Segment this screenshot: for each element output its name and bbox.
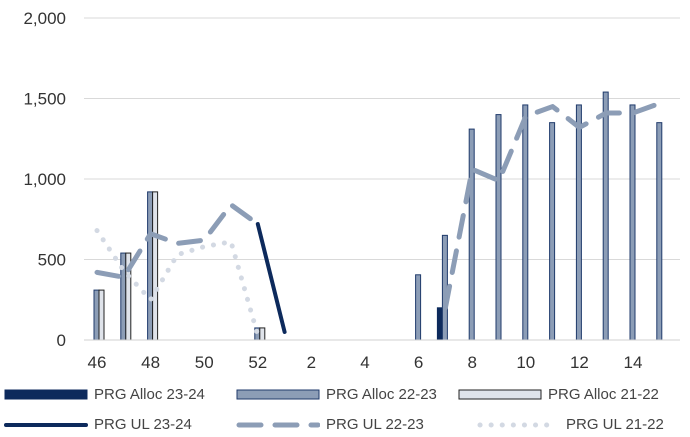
bar-alloc-22-23	[656, 122, 663, 341]
legend-item-alloc-21-22: PRG Alloc 21-22	[458, 386, 659, 403]
bar-alloc-23-24	[436, 307, 443, 341]
legend-swatch-line-dotted	[477, 422, 559, 427]
x-tick-label: 2	[307, 353, 316, 372]
bar-alloc-21-22	[259, 327, 266, 341]
legend-label-alloc-22-23: PRG Alloc 22-23	[326, 386, 437, 403]
bar-alloc-22-23	[522, 104, 529, 341]
x-tick-label: 46	[88, 353, 107, 372]
y-tick-label: 1,000	[23, 170, 66, 189]
legend-swatch-bar-dark	[4, 389, 88, 399]
x-tick-label: 52	[248, 353, 267, 372]
bar-alloc-21-22	[98, 289, 105, 341]
x-tick-label: 4	[360, 353, 369, 372]
line-ul-23-24	[255, 222, 287, 334]
legend-label-ul-23-24: PRG UL 23-24	[94, 416, 192, 433]
x-tick-label: 14	[624, 353, 643, 372]
x-tick-label: 12	[570, 353, 589, 372]
legend: PRG Alloc 23-24 PRG Alloc 22-23 PRG Allo…	[0, 378, 690, 437]
y-tick-label: 500	[38, 251, 66, 270]
gridlines	[84, 17, 680, 260]
legend-item-alloc-22-23: PRG Alloc 22-23	[236, 386, 437, 403]
bar-alloc-21-22	[152, 191, 159, 341]
y-tick-label: 2,000	[23, 9, 66, 28]
legend-item-alloc-23-24: PRG Alloc 23-24	[4, 386, 205, 403]
legend-item-ul-21-22: PRG UL 21-22	[476, 416, 664, 433]
legend-swatch-bar-light	[458, 389, 542, 399]
bar-alloc-22-23	[415, 274, 422, 341]
bar-alloc-22-23	[629, 104, 636, 341]
bar-alloc-22-23	[441, 234, 448, 341]
x-tick-label: 8	[467, 353, 476, 372]
legend-swatch-line-dashed	[236, 422, 320, 427]
legend-item-ul-23-24: PRG UL 23-24	[4, 416, 192, 433]
line-ul-22-23	[94, 202, 261, 280]
bar-alloc-22-23	[147, 191, 154, 341]
line-ul-22-23	[442, 100, 663, 311]
legend-label-ul-21-22: PRG UL 21-22	[566, 416, 664, 433]
legend-label-alloc-21-22: PRG Alloc 21-22	[548, 386, 659, 403]
bars	[93, 91, 663, 341]
legend-label-ul-22-23: PRG UL 22-23	[326, 416, 424, 433]
legend-item-ul-22-23: PRG UL 22-23	[236, 416, 424, 433]
y-tick-label: 1,500	[23, 90, 66, 109]
series-lines	[94, 100, 663, 338]
y-axis-labels: 0 500 1,000 1,500 2,000	[23, 9, 66, 350]
bar-alloc-22-23	[93, 289, 100, 341]
x-axis-labels: 46 48 50 52 2 4 6 8 10 12 14	[88, 353, 643, 372]
y-tick-label: 0	[57, 331, 66, 350]
x-tick-label: 48	[141, 353, 160, 372]
x-tick-label: 10	[516, 353, 535, 372]
x-tick-label: 50	[195, 353, 214, 372]
x-tick-label: 6	[414, 353, 423, 372]
legend-swatch-bar-mid	[236, 389, 320, 399]
bar-alloc-22-23	[495, 114, 502, 341]
bar-alloc-22-23	[575, 104, 582, 341]
bar-alloc-22-23	[549, 122, 556, 341]
legend-label-alloc-23-24: PRG Alloc 23-24	[94, 386, 205, 403]
bar-alloc-22-23	[602, 91, 609, 341]
legend-swatch-line-solid	[4, 422, 88, 427]
bar-alloc-22-23	[468, 128, 475, 341]
